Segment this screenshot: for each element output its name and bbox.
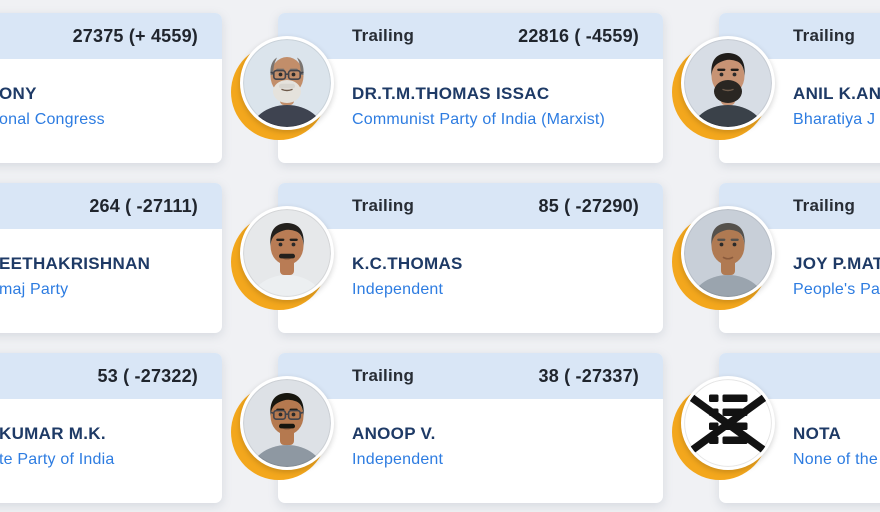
- candidate-cards-grid: 27375 (+ 4559) ONY onal Congress Trailin…: [0, 13, 880, 503]
- candidate-card: 53 ( -27322) KUMAR M.K. te Party of Indi…: [0, 353, 222, 503]
- candidate-card: 27375 (+ 4559) ONY onal Congress: [0, 13, 222, 163]
- candidate-name: ONY: [0, 84, 37, 103]
- nota-ballot-icon: [681, 376, 775, 470]
- card-header: 53 ( -27322): [0, 353, 222, 399]
- candidate-card: Trailing 22816 ( -4559) DR.T.M.THOMAS IS…: [231, 13, 663, 163]
- card-body: K.C.THOMAS Independent: [278, 229, 663, 299]
- candidate-avatar: [672, 36, 776, 140]
- card-body: ONY onal Congress: [0, 59, 222, 129]
- candidate-avatar: [231, 36, 335, 140]
- card-body: ANIL K.ANT Bharatiya J: [719, 59, 880, 129]
- vote-count: 85 ( -27290): [538, 195, 639, 216]
- status-label: Trailing: [352, 26, 415, 45]
- candidate-name: ANIL K.ANT: [793, 84, 880, 103]
- party-name: Independent: [352, 451, 444, 468]
- candidate-photo-icon: [681, 206, 775, 300]
- vote-count: 22816 ( -4559): [518, 25, 639, 46]
- card-header: Trailing 85 ( -27290): [278, 183, 663, 229]
- candidate-photo-icon: [240, 206, 334, 300]
- candidate-photo-icon: [681, 36, 775, 130]
- party-name: maj Party: [0, 281, 69, 298]
- candidate-card: Trailing 38 ( -27337) ANOOP V. Independe…: [231, 353, 663, 503]
- party-name: te Party of India: [0, 451, 115, 468]
- status-label: Trailing: [793, 196, 856, 215]
- status-label: Trailing: [352, 196, 415, 215]
- vote-count: 27375 (+ 4559): [72, 25, 198, 46]
- candidate-name: KUMAR M.K.: [0, 424, 106, 443]
- candidate-avatar: [672, 376, 776, 480]
- card-header: Trailing 22816 ( -4559): [278, 13, 663, 59]
- vote-count: 264 ( -27111): [89, 195, 198, 216]
- status-label: Trailing: [352, 366, 415, 385]
- candidate-avatar: [231, 376, 335, 480]
- candidate-card: 264 ( -27111) EETHAKRISHNAN maj Party: [0, 183, 222, 333]
- card-body: DR.T.M.THOMAS ISSAC Communist Party of I…: [278, 59, 663, 129]
- card-body: ANOOP V. Independent: [278, 399, 663, 469]
- candidate-name: NOTA: [793, 424, 842, 443]
- candidate-avatar: [672, 206, 776, 310]
- status-label: Trailing: [793, 26, 856, 45]
- candidate-photo-icon: [240, 36, 334, 130]
- candidate-name: JOY P.MAT: [793, 254, 880, 273]
- card-header: Trailing 38 ( -27337): [278, 353, 663, 399]
- card-header: Trailing: [719, 183, 880, 229]
- candidate-photo-icon: [240, 376, 334, 470]
- party-name: People's Pa: [793, 281, 880, 298]
- vote-count: 53 ( -27322): [97, 365, 198, 386]
- candidate-name: K.C.THOMAS: [352, 254, 463, 273]
- candidate-avatar: [231, 206, 335, 310]
- card-header: 27375 (+ 4559): [0, 13, 222, 59]
- candidate-name: DR.T.M.THOMAS ISSAC: [352, 84, 550, 103]
- party-name: Bharatiya J: [793, 111, 876, 128]
- candidate-card: NOTA None of the: [672, 353, 880, 503]
- card-body: JOY P.MAT People's Pa: [719, 229, 880, 299]
- party-name: None of the: [793, 451, 878, 468]
- card-body: KUMAR M.K. te Party of India: [0, 399, 222, 469]
- candidate-name: ANOOP V.: [352, 424, 436, 443]
- candidate-card: Trailing JOY P.MAT People's Pa: [672, 183, 880, 333]
- party-name: Independent: [352, 281, 444, 298]
- candidate-card: Trailing ANIL K.ANT Bharatiya J: [672, 13, 880, 163]
- card-header: 264 ( -27111): [0, 183, 222, 229]
- party-name: Communist Party of India (Marxist): [352, 111, 606, 128]
- candidate-name: EETHAKRISHNAN: [0, 254, 151, 273]
- party-name: onal Congress: [0, 111, 105, 128]
- vote-count: 38 ( -27337): [538, 365, 639, 386]
- candidate-card: Trailing 85 ( -27290) K.C.THOMAS Indepen…: [231, 183, 663, 333]
- card-body: NOTA None of the: [719, 399, 880, 469]
- card-body: EETHAKRISHNAN maj Party: [0, 229, 222, 299]
